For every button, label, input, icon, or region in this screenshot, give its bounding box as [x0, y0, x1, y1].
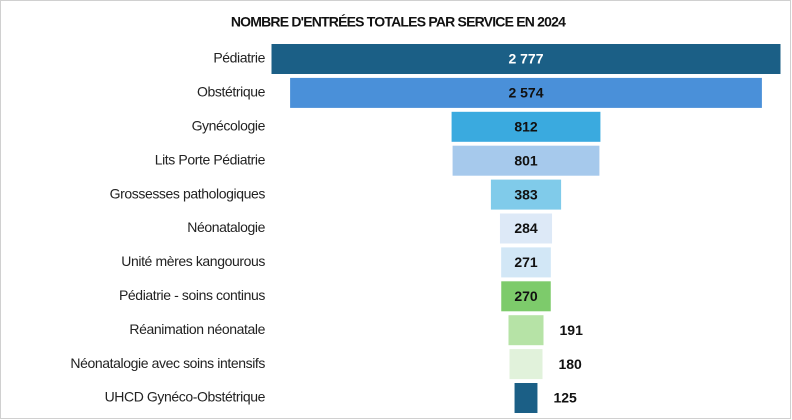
chart-title: NOMBRE D'ENTRÉES TOTALES PAR SERVICE EN … [231, 14, 566, 30]
value-label: 2 574 [508, 85, 543, 101]
category-label: Lits Porte Pédiatrie [155, 151, 266, 167]
bar [290, 77, 762, 108]
value-label: 271 [514, 254, 538, 270]
bar [451, 111, 601, 142]
category-label: Néonatalogie avec soins intensifs [70, 355, 265, 371]
bar [271, 44, 781, 74]
value-label: 125 [553, 390, 577, 406]
bar [514, 383, 538, 413]
category-label: Pédiatrie [213, 50, 265, 66]
category-label: Néonatalogie [187, 219, 265, 235]
value-label: 270 [514, 288, 538, 304]
bar [452, 145, 600, 176]
category-label: Obstétrique [197, 84, 266, 100]
category-label: Grossesses pathologiques [110, 185, 266, 201]
value-label: 383 [514, 186, 538, 202]
value-label: 812 [514, 119, 538, 135]
category-label: Pédiatrie - soins continus [119, 287, 265, 303]
bar [499, 213, 553, 244]
bar [501, 281, 551, 312]
category-label: Réanimation néonatale [129, 321, 265, 337]
bar [501, 247, 551, 278]
value-label: 180 [558, 356, 582, 372]
value-label: 2 777 [508, 51, 543, 67]
value-label: 284 [514, 220, 538, 236]
bar [508, 315, 544, 346]
bar [490, 179, 562, 210]
category-label: Gynécologie [192, 118, 266, 134]
category-label: UHCD Gynéco-Obstétrique [105, 389, 266, 405]
bar [509, 349, 543, 380]
category-label: Unité mères kangourous [121, 253, 265, 269]
value-label: 191 [560, 322, 584, 338]
value-label: 801 [514, 152, 538, 168]
